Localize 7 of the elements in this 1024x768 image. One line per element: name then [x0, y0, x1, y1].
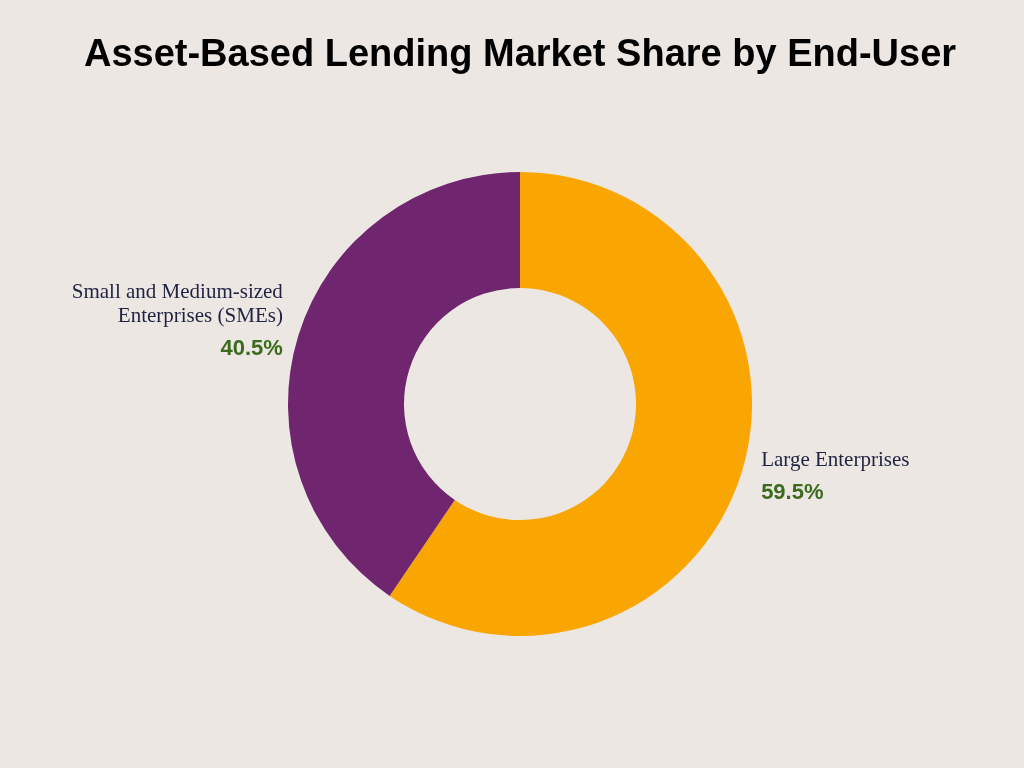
- donut-slice: [389, 172, 752, 636]
- data-label: 40.5%: [220, 334, 283, 360]
- slice-label: Small and Medium-sized Enterprises (SMEs): [71, 278, 284, 327]
- data-label: 59.5%: [761, 479, 824, 505]
- donut-slice: [288, 172, 520, 596]
- slice-label: Large Enterprises: [761, 447, 910, 472]
- chart-title: Asset-Based Lending Market Share by End-User: [83, 32, 957, 74]
